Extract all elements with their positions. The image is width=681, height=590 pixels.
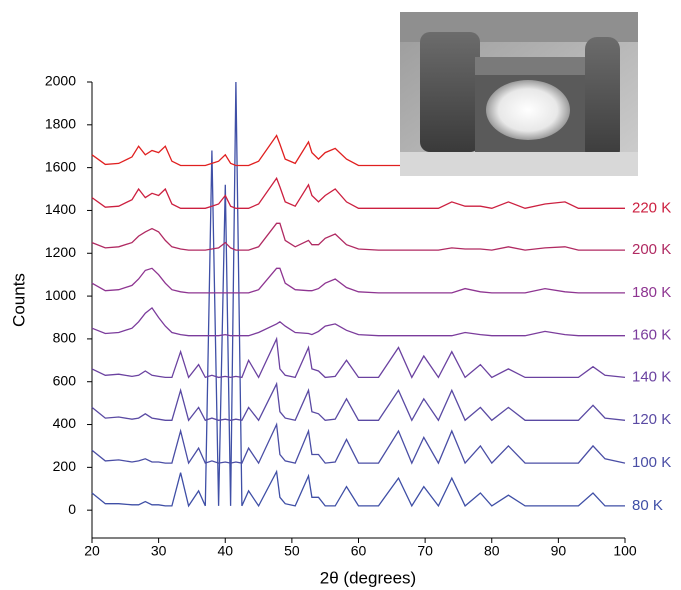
y-tick-label: 800 xyxy=(53,330,77,346)
series-line xyxy=(91,267,625,294)
y-tick-label: 1800 xyxy=(45,116,76,132)
series-line xyxy=(91,306,625,337)
series-label: 140 K xyxy=(632,368,671,385)
y-tick-label: 1600 xyxy=(45,158,76,174)
y-tick-label: 2000 xyxy=(45,73,76,89)
y-tick-label: 1400 xyxy=(45,201,76,217)
x-axis-label: 2θ (degrees) xyxy=(320,568,416,587)
series-label: 220 K xyxy=(632,199,671,216)
x-tick-label: 40 xyxy=(217,543,233,559)
series-line xyxy=(91,81,625,508)
series-label: 80 K xyxy=(632,497,663,514)
y-tick-label: 200 xyxy=(53,458,77,474)
series-label: 100 K xyxy=(632,454,671,471)
x-tick-label: 50 xyxy=(284,543,300,559)
x-tick-label: 60 xyxy=(351,543,367,559)
y-tick-label: 1200 xyxy=(45,244,76,260)
y-tick-label: 600 xyxy=(53,372,77,388)
series-line xyxy=(91,381,626,422)
series-line xyxy=(91,422,626,465)
x-tick-label: 100 xyxy=(613,543,637,559)
x-tick-label: 70 xyxy=(417,543,433,559)
series-label: 160 K xyxy=(632,327,671,344)
x-tick-label: 90 xyxy=(551,543,567,559)
series-line xyxy=(91,336,626,379)
x-tick-label: 80 xyxy=(484,543,500,559)
y-tick-label: 400 xyxy=(53,415,77,431)
series-line xyxy=(91,176,625,209)
x-tick-label: 20 xyxy=(84,543,100,559)
series-label: 180 K xyxy=(632,284,671,301)
y-tick-label: 0 xyxy=(68,501,76,517)
series-line xyxy=(91,222,625,251)
series-label: 120 K xyxy=(632,411,671,428)
series-label: 200 K xyxy=(632,241,671,258)
sample-photo xyxy=(400,12,638,176)
y-axis-label: Counts xyxy=(9,273,28,327)
y-tick-label: 1000 xyxy=(45,287,76,303)
x-tick-label: 30 xyxy=(151,543,167,559)
